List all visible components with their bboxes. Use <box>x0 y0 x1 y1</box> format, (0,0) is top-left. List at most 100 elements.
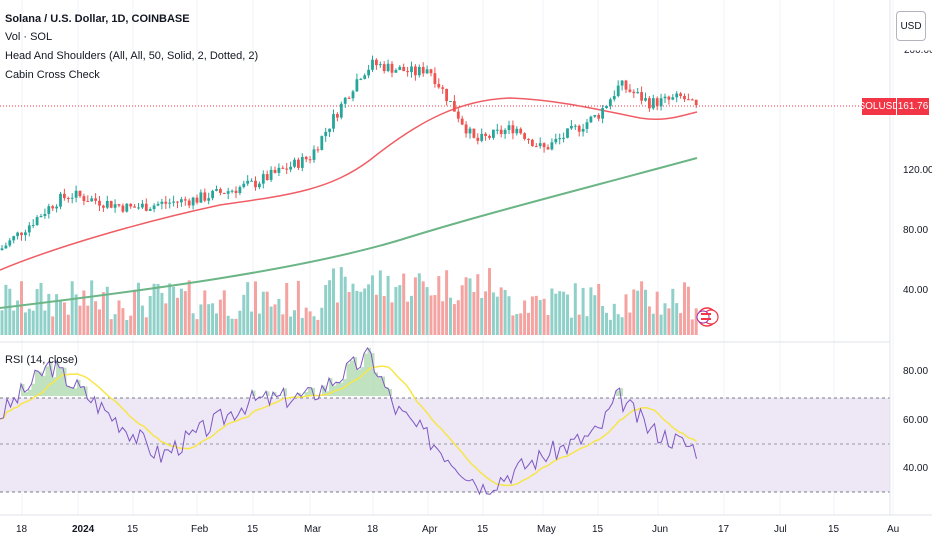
rsi-line <box>0 346 697 496</box>
volume-bar <box>70 281 74 335</box>
candle-body <box>180 199 183 203</box>
volume-bar <box>328 280 332 335</box>
candle-body <box>156 203 160 206</box>
volume-bar <box>663 303 667 335</box>
volume-bar <box>74 294 78 335</box>
candle-body <box>616 85 620 97</box>
indicator-head-and-shoulders[interactable]: Head And Shoulders (All, All, 50, Solid,… <box>5 50 259 62</box>
volume-bar <box>35 289 39 335</box>
candle-body <box>429 69 433 74</box>
volume-bar <box>51 316 55 335</box>
currency-button[interactable]: USD <box>896 11 926 41</box>
volume-bar <box>203 290 207 335</box>
rsi-overbought-fill <box>21 347 623 396</box>
candle-body <box>659 98 663 107</box>
time-label: Jul <box>774 524 787 535</box>
volume-bar <box>117 300 121 335</box>
candle-body <box>484 133 487 136</box>
volume-bar <box>12 310 16 335</box>
candle-body <box>398 66 402 71</box>
candle-body <box>336 114 339 118</box>
candle-body <box>43 213 47 216</box>
candle-body <box>207 198 211 201</box>
candle-body <box>94 198 97 201</box>
candle-body <box>655 98 659 107</box>
candle-body <box>55 206 58 209</box>
time-label: May <box>537 524 556 535</box>
volume-bar <box>562 291 566 335</box>
volume-bar <box>179 288 183 335</box>
volume-bar <box>402 273 406 335</box>
volume-bar <box>608 319 612 335</box>
candle-body <box>667 96 671 100</box>
candle-body <box>86 201 90 203</box>
volume-bar <box>417 273 421 335</box>
volume-bar <box>476 274 480 335</box>
candle-body <box>293 159 296 167</box>
volume-bar <box>624 294 628 335</box>
volume-bar <box>647 306 651 335</box>
volume-bar <box>27 308 31 335</box>
volume-bar <box>683 282 686 335</box>
candle-body <box>476 137 480 141</box>
candle-body <box>164 201 168 204</box>
rsi-title[interactable]: RSI (14, close) <box>5 354 78 366</box>
candle-body <box>141 203 144 208</box>
chart-title[interactable]: Solana / U.S. Dollar, 1D, COINBASE <box>5 13 190 25</box>
candle-body <box>562 137 565 139</box>
candle-body <box>573 125 577 127</box>
volume-bar <box>16 300 20 335</box>
candle-body <box>414 66 417 76</box>
time-label: 18 <box>16 524 28 535</box>
volume-bar <box>98 309 101 335</box>
candle-body <box>558 138 562 140</box>
volume-bar <box>59 300 62 335</box>
candle-body <box>102 205 105 208</box>
volume-bar <box>55 294 59 335</box>
volume-bar <box>257 313 261 335</box>
volume-bar <box>335 302 339 335</box>
price-label-80: 80.00 <box>903 225 929 236</box>
candle-body <box>671 97 675 100</box>
volume-bar <box>378 270 382 335</box>
volume-bar <box>230 318 234 335</box>
candle-body <box>675 93 679 98</box>
volume-bar <box>129 315 133 335</box>
volume-bar <box>183 291 187 335</box>
candle-body <box>605 105 608 109</box>
indicator-volume[interactable]: Vol · SOL <box>5 31 53 43</box>
volume-bar <box>593 295 597 335</box>
rsi-label-40: 40.00 <box>903 463 929 474</box>
volume-bar <box>577 314 581 335</box>
indicator-cabin-cross-check[interactable]: Cabin Cross Check <box>5 69 100 81</box>
volume-bar <box>312 316 316 335</box>
volume-bar <box>628 312 632 335</box>
candle-body <box>8 240 12 246</box>
candle-body <box>437 83 441 88</box>
volume-bar <box>390 302 394 335</box>
candle-body <box>254 180 257 188</box>
candle-body <box>277 167 281 173</box>
volume-bar <box>507 296 511 335</box>
candle-body <box>242 183 246 188</box>
candle-body <box>238 187 242 194</box>
pattern-badge-icon[interactable] <box>696 307 719 327</box>
volume-bar <box>616 314 620 335</box>
candle-body <box>47 206 51 214</box>
volume-bar <box>347 291 351 335</box>
volume-bar <box>605 312 608 335</box>
candle-body <box>289 166 292 170</box>
volume-bar <box>632 289 636 335</box>
volume-bar <box>62 302 66 335</box>
volume-bar <box>550 288 554 335</box>
candle-body <box>191 197 195 206</box>
volume-bar <box>640 281 644 335</box>
volume-bar <box>690 319 694 335</box>
time-label: 17 <box>718 524 730 535</box>
volume-bar <box>581 287 585 335</box>
volume-bar <box>413 277 417 335</box>
candle-body <box>250 180 253 182</box>
candle-body <box>172 201 175 203</box>
volume-bar <box>456 300 460 335</box>
